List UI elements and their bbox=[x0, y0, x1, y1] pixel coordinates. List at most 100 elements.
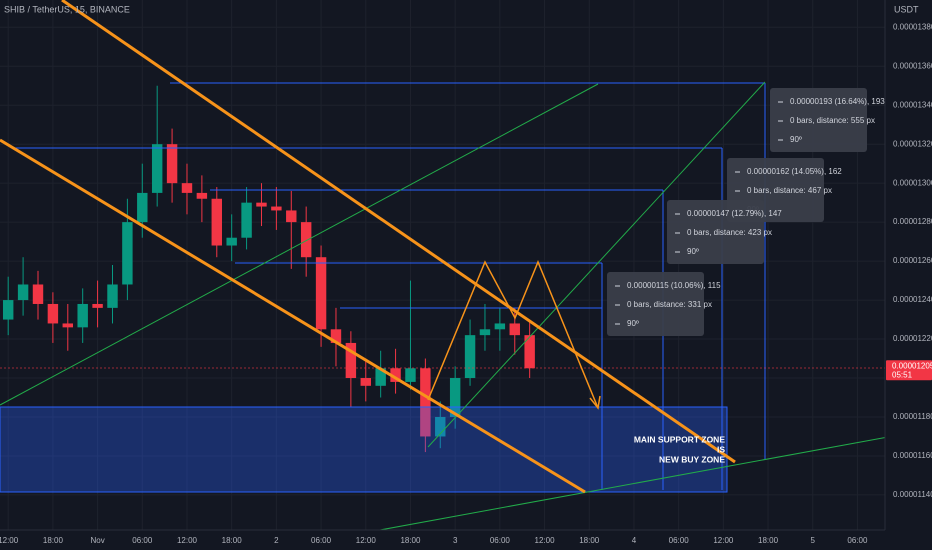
candle-body bbox=[17, 284, 29, 301]
candle-body bbox=[271, 206, 282, 211]
candle-body bbox=[390, 368, 401, 382]
symbol-title: SHIB / TetherUS, 15, BINANCE bbox=[4, 4, 130, 14]
measure-text: 0 bars, distance: 331 px bbox=[627, 300, 712, 309]
candle-body bbox=[122, 222, 133, 285]
x-tick-label: 06:00 bbox=[490, 536, 511, 545]
y-tick-label: 0.00001280 bbox=[893, 217, 932, 226]
candle-body bbox=[479, 329, 491, 336]
y-tick-label: 0.00001380 bbox=[893, 22, 932, 31]
candle-body bbox=[92, 303, 103, 308]
candle-body bbox=[2, 300, 14, 320]
x-tick-label: 18:00 bbox=[43, 536, 64, 545]
candle-body bbox=[420, 368, 431, 437]
measure-box bbox=[607, 272, 704, 336]
candle-body bbox=[241, 202, 252, 238]
x-tick-label: 12:00 bbox=[0, 536, 19, 545]
channel-lines bbox=[0, 0, 736, 494]
candle-body bbox=[315, 257, 327, 330]
candle-body bbox=[166, 144, 178, 184]
measure-boxes: 0.00000193 (16.64%), 193 0 bars, distance… bbox=[607, 88, 885, 336]
candle-body bbox=[435, 416, 446, 437]
drawings bbox=[0, 0, 889, 531]
measure-text: 0.00000115 (10.06%), 115 bbox=[627, 281, 721, 290]
y-tick-label: 0.00001240 bbox=[893, 295, 932, 304]
x-tick-label: 18:00 bbox=[579, 536, 600, 545]
candle-body bbox=[509, 323, 520, 336]
candle-body bbox=[211, 198, 222, 246]
candle-body bbox=[137, 192, 148, 223]
measure-text: 90º bbox=[627, 319, 639, 328]
y-tick-label: 0.00001340 bbox=[893, 100, 932, 109]
measure-text: 0 bars, distance: 423 px bbox=[687, 228, 772, 237]
candle-body bbox=[375, 368, 386, 386]
y-tick-label: 0.00001300 bbox=[893, 178, 932, 187]
measure-text: 0 bars, distance: 555 px bbox=[790, 116, 875, 125]
x-tick-label: 12:00 bbox=[177, 536, 198, 545]
measure-box bbox=[770, 88, 867, 152]
y-tick-label: 0.00001320 bbox=[893, 139, 932, 148]
measure-text: 0.00000193 (16.64%), 193 bbox=[790, 97, 885, 106]
x-tick-label: 4 bbox=[632, 536, 637, 545]
candle-body bbox=[47, 303, 59, 324]
arrow-head bbox=[589, 395, 601, 410]
candle-body bbox=[494, 323, 506, 330]
time-axis bbox=[0, 530, 885, 550]
candle-body bbox=[449, 378, 461, 417]
candle-body bbox=[181, 183, 193, 193]
zone-text: NEW BUY ZONE bbox=[659, 454, 725, 464]
projection bbox=[427, 260, 599, 409]
y-tick-label: 0.00001220 bbox=[893, 334, 932, 343]
x-tick-label: 06:00 bbox=[847, 536, 868, 545]
candle-body bbox=[464, 335, 476, 379]
candle-body bbox=[196, 192, 208, 199]
x-tick-label: 2 bbox=[274, 536, 279, 545]
support-zone bbox=[0, 406, 728, 493]
x-tick-label: Nov bbox=[90, 536, 104, 545]
candle-body bbox=[256, 202, 267, 207]
zone-text: IS bbox=[717, 444, 725, 454]
last-price-tag bbox=[886, 360, 932, 381]
x-tick-label: 06:00 bbox=[669, 536, 690, 545]
candle-body bbox=[107, 284, 118, 308]
x-tick-label: 12:00 bbox=[356, 536, 377, 545]
candle-body bbox=[226, 237, 237, 246]
y-tick-label: 0.00001260 bbox=[893, 256, 932, 265]
measure-text: 0.00000147 (12.79%), 147 bbox=[687, 209, 782, 218]
axis-labels: 0.000011400.000011600.000011800.00001200… bbox=[0, 22, 932, 545]
candle-body bbox=[345, 342, 357, 379]
y-tick-label: 0.00001360 bbox=[893, 61, 932, 70]
candle-body bbox=[524, 335, 535, 369]
zone-text: MAIN SUPPORT ZONE bbox=[634, 434, 725, 444]
last-price-label: 0.00001205 bbox=[892, 361, 932, 370]
candle-body bbox=[360, 378, 371, 386]
y-tick-label: 0.00001140 bbox=[893, 490, 932, 499]
measure-text: 0.00000162 (14.05%), 162 bbox=[747, 167, 842, 176]
candle-body bbox=[405, 368, 416, 382]
zone-label: MAIN SUPPORT ZONE IS NEW BUY ZONE bbox=[634, 434, 725, 464]
countdown-label: 05:51 bbox=[892, 370, 913, 379]
x-tick-label: 18:00 bbox=[758, 536, 779, 545]
candle-body bbox=[32, 284, 44, 304]
axis-unit: USDT bbox=[894, 4, 919, 14]
x-tick-label: 18:00 bbox=[400, 536, 421, 545]
measure-lines bbox=[15, 82, 766, 490]
measure-text: 90º bbox=[790, 135, 802, 144]
measure-text: 0 bars, distance: 467 px bbox=[747, 186, 832, 195]
x-tick-label: 18:00 bbox=[222, 536, 243, 545]
x-tick-label: 3 bbox=[453, 536, 458, 545]
y-tick-label: 0.00001160 bbox=[893, 451, 932, 460]
candle-body bbox=[286, 210, 297, 223]
measure-text: 90º bbox=[687, 247, 699, 256]
x-tick-label: 12:00 bbox=[713, 536, 734, 545]
trend-lines bbox=[0, 81, 889, 531]
y-tick-label: 0.00001180 bbox=[893, 412, 932, 421]
x-tick-label: 06:00 bbox=[311, 536, 332, 545]
x-tick-label: 06:00 bbox=[132, 536, 153, 545]
candle-body bbox=[77, 303, 88, 328]
candle-body bbox=[151, 144, 163, 193]
x-tick-label: 12:00 bbox=[535, 536, 556, 545]
x-tick-label: 5 bbox=[811, 536, 816, 545]
price-axis bbox=[885, 0, 932, 550]
